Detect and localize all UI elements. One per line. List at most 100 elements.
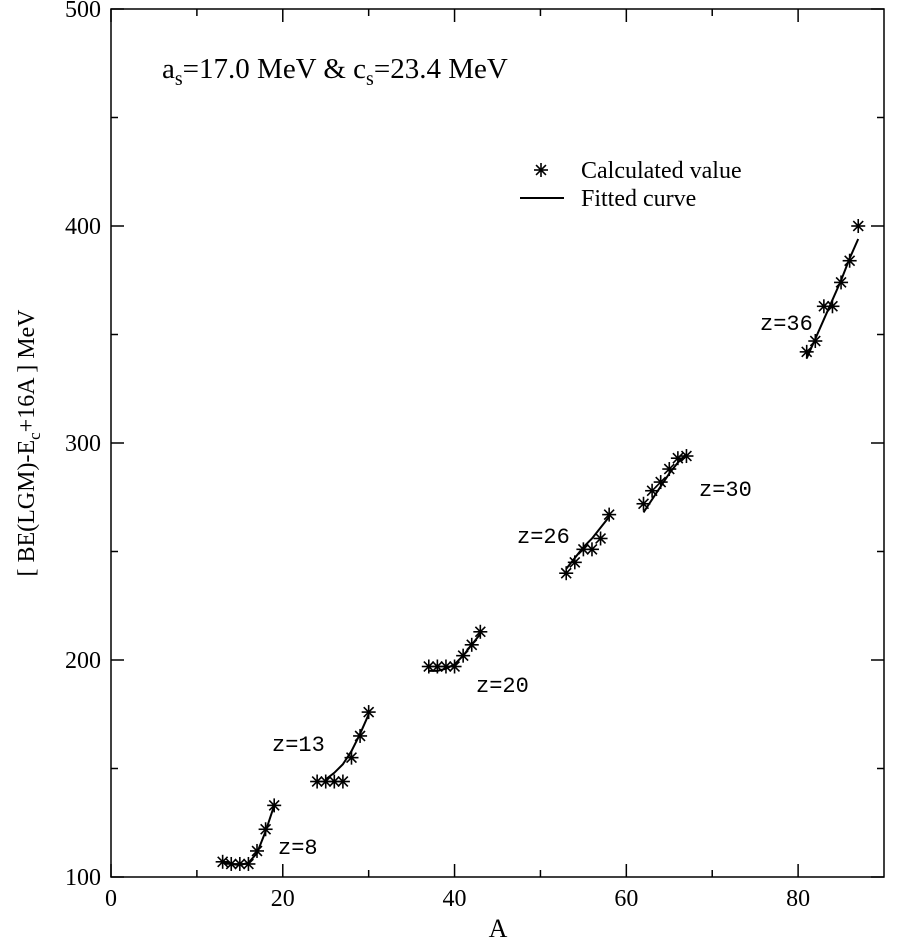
calculated-point <box>851 219 866 233</box>
group-label-z13: z=13 <box>272 733 325 758</box>
x-tick-label: 80 <box>786 886 810 912</box>
annotation-mid: =17.0 MeV & c <box>183 53 366 85</box>
legend-label-calculated: Calculated value <box>581 158 742 184</box>
calculated-point <box>464 637 479 652</box>
asterisk-stroke <box>251 845 263 857</box>
annotation-end: =23.4 MeV <box>374 53 508 85</box>
asterisk-stroke <box>672 452 684 464</box>
group-z30 <box>636 449 694 513</box>
asterisk-stroke <box>595 532 607 544</box>
legend: Calculated value Fitted curve <box>520 158 742 212</box>
calculated-point <box>662 462 677 477</box>
y-tick-label: 200 <box>65 648 101 674</box>
group-label-z26: z=26 <box>517 525 570 550</box>
x-tick-label: 20 <box>271 886 295 912</box>
asterisk-stroke <box>835 276 847 288</box>
asterisk-stroke <box>320 776 332 788</box>
calculated-point <box>456 648 471 663</box>
legend-asterisk-marker <box>534 163 548 177</box>
asterisk-stroke <box>354 730 366 742</box>
calculated-point <box>215 854 230 869</box>
asterisk-stroke <box>535 164 547 176</box>
calculated-point <box>636 496 651 511</box>
asterisk-stroke <box>466 639 478 651</box>
asterisk-stroke <box>311 776 323 788</box>
asterisk-stroke <box>363 706 375 718</box>
calculated-point <box>842 253 857 268</box>
y-tick-label: 400 <box>65 214 101 240</box>
y-axis-label: [ BE(LGM)-Ec+16A ] MeV <box>14 309 44 577</box>
annotation-a-sub: s <box>175 68 183 90</box>
x-tick-label: 0 <box>105 886 117 912</box>
asterisk-stroke <box>586 543 598 555</box>
y-tick-label: 100 <box>65 865 101 891</box>
annotation-c-sub: s <box>366 68 374 90</box>
calculated-point <box>808 334 823 349</box>
calculated-point <box>473 624 488 639</box>
asterisk-stroke <box>801 346 813 358</box>
calculated-point <box>645 483 660 498</box>
y-tick-label: 300 <box>65 431 101 457</box>
fitted-curve <box>222 805 276 867</box>
asterisk-stroke <box>234 858 246 870</box>
asterisk-stroke <box>663 463 675 475</box>
group-label-z8: z=8 <box>278 836 318 861</box>
asterisk-stroke <box>852 220 864 232</box>
calculated-point <box>438 659 453 674</box>
asterisk-stroke <box>474 626 486 638</box>
asterisk-stroke <box>440 660 452 673</box>
calculated-point <box>679 449 694 464</box>
calculated-point <box>584 542 599 557</box>
asterisk-stroke <box>337 776 349 788</box>
asterisk-stroke <box>655 476 667 488</box>
annotation-a: a <box>162 53 175 85</box>
calculated-point <box>825 299 840 314</box>
y-tick-label: 500 <box>65 0 101 23</box>
group-z36 <box>799 219 866 359</box>
group-label-z30: z=30 <box>699 478 752 503</box>
calculated-point <box>670 451 685 466</box>
group-label-z20: z=20 <box>476 674 529 699</box>
asterisk-stroke <box>826 300 838 312</box>
group-labels: z=8 z=13 z=20 z=26 z=30 z=36 <box>272 312 813 861</box>
asterisk-stroke <box>646 485 658 497</box>
asterisk-stroke <box>809 335 821 347</box>
calculated-point <box>335 774 350 789</box>
asterisk-stroke <box>569 556 581 568</box>
calculated-point <box>250 843 265 858</box>
asterisk-stroke <box>844 255 856 267</box>
asterisk-stroke <box>217 856 229 868</box>
y-axis-label-rest: +16A ] MeV <box>14 309 40 433</box>
group-z8 <box>215 798 282 871</box>
group-z26 <box>559 507 617 581</box>
legend-asterisk <box>534 163 548 177</box>
calculated-point <box>353 728 368 743</box>
calculated-point <box>344 750 359 765</box>
asterisk-stroke <box>260 823 272 835</box>
group-label-z36: z=36 <box>760 312 813 337</box>
asterisk-stroke <box>268 799 280 811</box>
asterisk-stroke <box>345 752 358 764</box>
asterisk-stroke <box>328 776 340 788</box>
asterisk-stroke <box>423 660 435 673</box>
calculated-point <box>258 822 273 837</box>
asterisk-stroke <box>431 660 443 673</box>
calculated-point <box>602 507 617 522</box>
asterisk-stroke <box>680 450 692 462</box>
y-axis-label-main: [ BE(LGM)-E <box>14 440 40 577</box>
data-series <box>215 219 866 871</box>
calculated-point <box>653 475 668 490</box>
calculated-point <box>361 705 376 720</box>
asterisk-stroke <box>560 567 572 579</box>
legend-label-fitted: Fitted curve <box>581 186 696 212</box>
calculated-point <box>593 531 608 546</box>
asterisk-stroke <box>242 858 254 870</box>
asterisk-stroke <box>449 660 461 673</box>
tick-labels: 0 20 40 60 80 100 200 300 400 500 <box>65 0 810 912</box>
x-tick-label: 40 <box>443 886 467 912</box>
group-z20 <box>421 624 488 674</box>
calculated-point <box>816 299 831 314</box>
plot-frame <box>110 8 885 878</box>
calculated-point <box>799 344 814 359</box>
